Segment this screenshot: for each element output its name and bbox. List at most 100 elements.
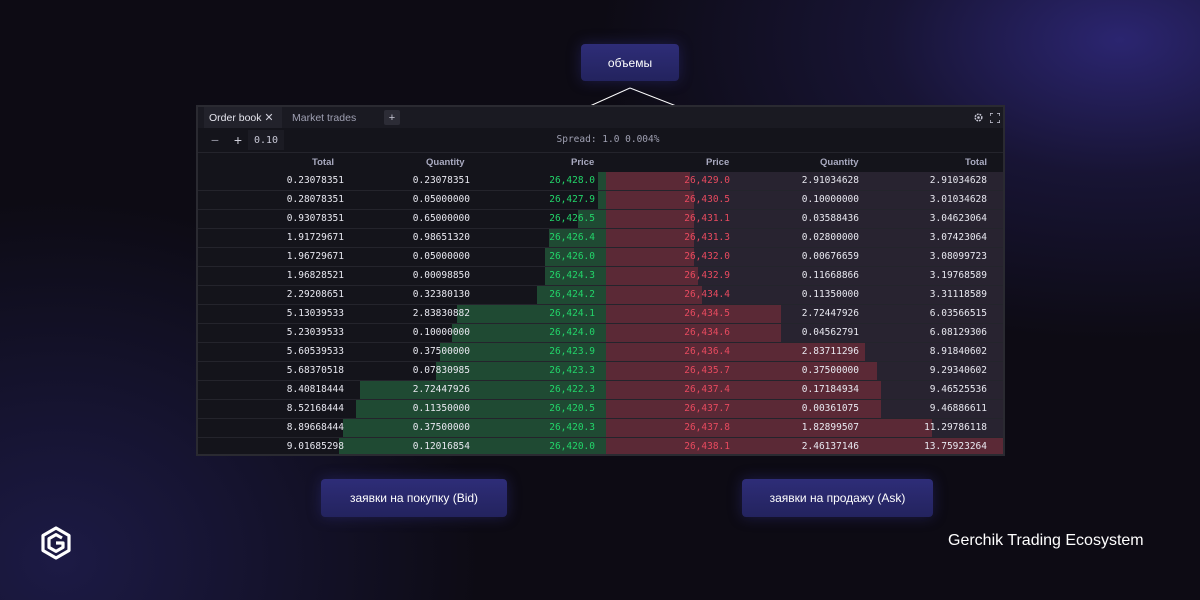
- order-book-row[interactable]: 5.23039533 0.10000000 26,424.0 26,434.6 0.04…: [198, 324, 1003, 343]
- order-book-row[interactable]: 5.13039533 2.83830882 26,424.1 26,434.5 2.72…: [198, 305, 1003, 324]
- ask-depth-bar: [606, 381, 881, 399]
- bid-depth-bar: [359, 381, 606, 399]
- order-book-row[interactable]: 5.68370518 0.07830985 26,423.3 26,435.7 0.37…: [198, 362, 1003, 381]
- bid-quantity-cell: 0.10000000: [412, 327, 470, 338]
- tab-market-trades-label: Market trades: [292, 111, 357, 124]
- order-book-row[interactable]: 5.60539533 0.37500000 26,423.9 26,436.4 2.83…: [198, 343, 1003, 362]
- ask-quantity-cell: 0.11350000: [801, 289, 859, 300]
- increase-tick-button[interactable]: +: [233, 132, 243, 148]
- ask-total-cell: 11.29786118: [924, 422, 987, 433]
- bid-quantity-cell: 0.37500000: [412, 422, 470, 433]
- bid-depth-bar: [355, 400, 606, 418]
- bid-quantity-cell: 0.11350000: [412, 403, 470, 414]
- ask-quantity-cell: 0.03588436: [801, 213, 859, 224]
- ask-price-cell: 26,436.4: [684, 346, 730, 357]
- ask-total-cell: 3.31118589: [929, 289, 987, 300]
- bid-quantity-cell: 2.83830882: [412, 308, 470, 319]
- ask-depth-bar: [606, 324, 782, 342]
- bid-total-header: Total: [312, 157, 334, 168]
- ask-row-background: [606, 248, 1003, 266]
- bid-depth-bar: [549, 229, 606, 247]
- ask-price-cell: 26,434.5: [684, 308, 730, 319]
- ask-price-cell: 26,437.8: [684, 422, 730, 433]
- order-book-row[interactable]: 2.29208651 0.32380130 26,424.2 26,434.4 0.11…: [198, 286, 1003, 305]
- bid-total-cell: 5.23039533: [286, 327, 344, 338]
- bid-price-cell: 26,428.0: [549, 175, 595, 186]
- ask-total-cell: 6.03566515: [929, 308, 987, 319]
- order-book-row[interactable]: 8.40818444 2.72447926 26,422.3 26,437.4 0.17…: [198, 381, 1003, 400]
- order-book-row[interactable]: 1.96729671 0.05000000 26,426.0 26,432.0 0.00…: [198, 248, 1003, 267]
- decrease-tick-button[interactable]: −: [210, 132, 220, 148]
- ask-price-cell: 26,430.5: [684, 194, 730, 205]
- tab-bar: Order book ✕ Market trades +: [198, 107, 1003, 128]
- ask-row-background: [606, 172, 1003, 190]
- bid-depth-bar: [440, 343, 606, 361]
- bid-total-cell: 5.60539533: [286, 346, 344, 357]
- ask-quantity-cell: 2.83711296: [801, 346, 859, 357]
- bid-price-cell: 26,427.9: [549, 194, 595, 205]
- order-book-row[interactable]: 9.01685298 0.12016854 26,420.0 26,438.1 2.46…: [198, 438, 1003, 454]
- bid-total-cell: 8.89668444: [286, 422, 344, 433]
- ask-depth-bar: [606, 343, 865, 361]
- bid-price-cell: 26,426.5: [549, 213, 595, 224]
- bid-total-cell: 9.01685298: [286, 441, 344, 452]
- ask-quantity-header: Quantity: [820, 157, 859, 168]
- ask-total-cell: 3.07423064: [929, 232, 987, 243]
- spread-info: Spread: 1.0 0.004%: [556, 134, 660, 145]
- close-icon[interactable]: ✕: [264, 112, 274, 124]
- bid-total-cell: 1.96828521: [286, 270, 344, 281]
- ask-price-cell: 26,434.6: [684, 327, 730, 338]
- gear-icon[interactable]: [971, 110, 985, 125]
- bid-price-cell: 26,423.9: [549, 346, 595, 357]
- ask-depth-bar: [606, 400, 881, 418]
- order-book-row[interactable]: 1.91729671 0.98651320 26,426.4 26,431.3 0.02…: [198, 229, 1003, 248]
- ask-quantity-cell: 2.72447926: [801, 308, 859, 319]
- ask-price-cell: 26,434.4: [684, 289, 730, 300]
- bid-total-cell: 1.96729671: [286, 251, 344, 262]
- tab-order-book[interactable]: Order book: [204, 107, 282, 128]
- ask-price-cell: 26,437.4: [684, 384, 730, 395]
- ask-quantity-cell: 0.17184934: [801, 384, 859, 395]
- order-book-row[interactable]: 0.28078351 0.05000000 26,427.9 26,430.5 0.10…: [198, 191, 1003, 210]
- bid-depth-bar: [577, 210, 606, 228]
- bid-quantity-cell: 0.00098850: [412, 270, 470, 281]
- bid-depth-bar: [339, 438, 606, 454]
- ask-total-cell: 9.46886611: [929, 403, 987, 414]
- bid-quantity-cell: 0.32380130: [412, 289, 470, 300]
- order-book-row[interactable]: 8.89668444 0.37500000 26,420.3 26,437.8 1.82…: [198, 419, 1003, 438]
- ask-quantity-cell: 0.10000000: [801, 194, 859, 205]
- ask-total-cell: 9.46525536: [929, 384, 987, 395]
- ask-depth-bar: [606, 267, 698, 285]
- order-book-row[interactable]: 8.52168444 0.11350000 26,420.5 26,437.7 0.00…: [198, 400, 1003, 419]
- bid-quantity-cell: 2.72447926: [412, 384, 470, 395]
- ask-price-cell: 26,431.1: [684, 213, 730, 224]
- ask-row-background: [606, 229, 1003, 247]
- order-book-row[interactable]: 0.23078351 0.23078351 26,428.0 26,429.0 2.91…: [198, 172, 1003, 191]
- bid-total-cell: 8.52168444: [286, 403, 344, 414]
- bid-price-cell: 26,426.4: [549, 232, 595, 243]
- bid-price-cell: 26,424.0: [549, 327, 595, 338]
- ask-row-background: [606, 267, 1003, 285]
- gerchik-logo-icon: [38, 525, 74, 561]
- tick-size-value[interactable]: 0.10: [248, 130, 284, 150]
- order-book-row[interactable]: 0.93078351 0.65000000 26,426.5 26,431.1 0.03…: [198, 210, 1003, 229]
- bid-price-cell: 26,420.5: [549, 403, 595, 414]
- ask-total-cell: 8.91840602: [929, 346, 987, 357]
- ask-price-header: Price: [706, 157, 730, 168]
- bid-quantity-cell: 0.05000000: [412, 194, 470, 205]
- bid-depth-bar: [597, 172, 606, 190]
- ask-price-cell: 26,435.7: [684, 365, 730, 376]
- tab-market-trades[interactable]: Market trades: [288, 107, 378, 128]
- order-book-row[interactable]: 1.96828521 0.00098850 26,424.3 26,432.9 0.11…: [198, 267, 1003, 286]
- bid-total-cell: 1.91729671: [286, 232, 344, 243]
- bid-total-cell: 0.28078351: [286, 194, 344, 205]
- add-tab-button[interactable]: +: [384, 110, 400, 125]
- bid-price-cell: 26,426.0: [549, 251, 595, 262]
- ask-quantity-cell: 2.91034628: [801, 175, 859, 186]
- ask-depth-bar: [606, 438, 1003, 454]
- ask-quantity-cell: 0.00676659: [801, 251, 859, 262]
- ask-total-header: Total: [965, 157, 987, 168]
- ask-callout: заявки на продажу (Ask): [742, 479, 933, 517]
- bid-quantity-cell: 0.07830985: [412, 365, 470, 376]
- expand-icon[interactable]: [988, 110, 1002, 125]
